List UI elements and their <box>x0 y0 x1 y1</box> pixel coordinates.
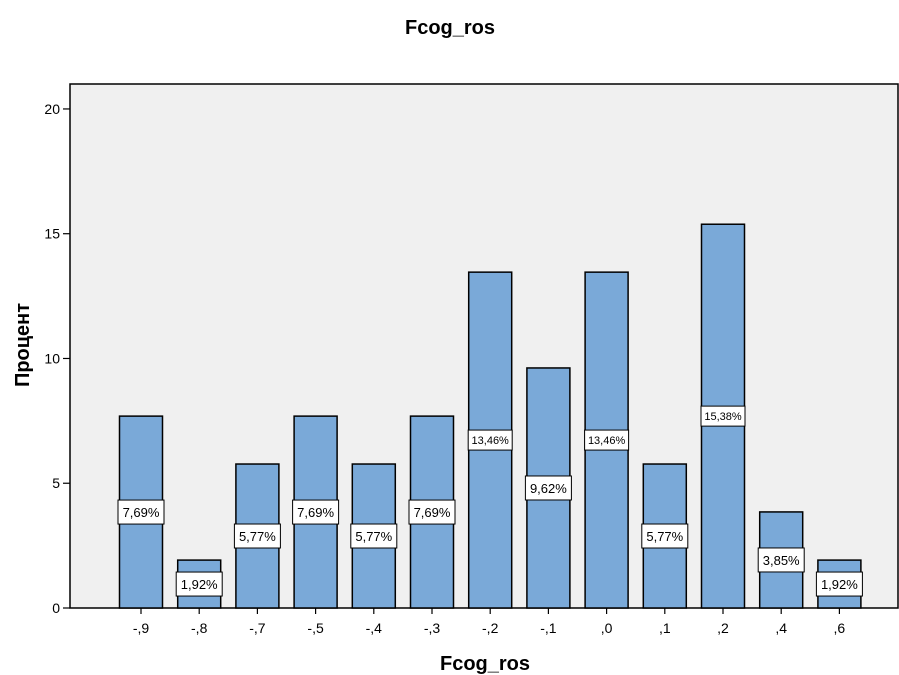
data-label: 9,62% <box>530 481 567 496</box>
y-tick-label: 15 <box>44 226 60 242</box>
data-label: 5,77% <box>355 529 392 544</box>
data-label: 1,92% <box>181 577 218 592</box>
data-label-box <box>350 523 398 549</box>
data-label-box <box>757 547 805 573</box>
x-tick-label: ,2 <box>717 620 729 636</box>
x-tick-label: -,9 <box>133 620 150 636</box>
data-label-box <box>175 571 223 597</box>
data-label: 5,77% <box>239 529 276 544</box>
data-label: 7,69% <box>414 505 451 520</box>
data-label: 7,69% <box>123 505 160 520</box>
data-label-box <box>700 405 746 427</box>
data-label-box <box>524 475 572 501</box>
y-axis: 0 5 10 15 20 <box>44 101 70 616</box>
x-tick-label: -,3 <box>424 620 441 636</box>
data-label-box <box>292 499 340 525</box>
chart-title: Fcog_ros <box>405 17 495 39</box>
x-tick-label: -,7 <box>249 620 266 636</box>
x-tick-label: -,2 <box>482 620 499 636</box>
y-tick-label: 5 <box>52 475 60 491</box>
data-label-box <box>117 499 165 525</box>
data-label-box <box>815 571 863 597</box>
data-label-box <box>584 429 630 451</box>
data-label: 13,46% <box>588 435 626 447</box>
data-label: 13,46% <box>472 435 510 447</box>
data-label: 15,38% <box>704 411 742 423</box>
x-tick-label: ,6 <box>834 620 846 636</box>
y-tick-label: 0 <box>52 600 60 616</box>
x-tick-label: ,1 <box>659 620 671 636</box>
data-label: 5,77% <box>646 529 683 544</box>
data-label: 7,69% <box>297 505 334 520</box>
x-tick-label: -,8 <box>191 620 208 636</box>
x-tick-label: -,1 <box>540 620 557 636</box>
data-label: 3,85% <box>763 553 800 568</box>
data-label-box <box>233 523 281 549</box>
x-axis: -,9 -,8 -,7 -,5 -,4 -,3 -,2 -,1 ,0 ,1 ,2 ,4 ,6 <box>133 608 846 636</box>
data-label-box <box>641 523 689 549</box>
data-label-box <box>408 499 456 525</box>
y-tick-label: 10 <box>44 350 60 366</box>
x-tick-label: ,0 <box>601 620 613 636</box>
y-axis-title: Процент <box>12 303 34 387</box>
x-axis-title: Fcog_ros <box>440 653 530 675</box>
data-label: 1,92% <box>821 577 858 592</box>
data-label-box <box>467 429 513 451</box>
x-tick-label: ,4 <box>775 620 787 636</box>
x-tick-label: -,5 <box>307 620 324 636</box>
x-tick-label: -,4 <box>366 620 383 636</box>
y-tick-label: 20 <box>44 101 60 117</box>
